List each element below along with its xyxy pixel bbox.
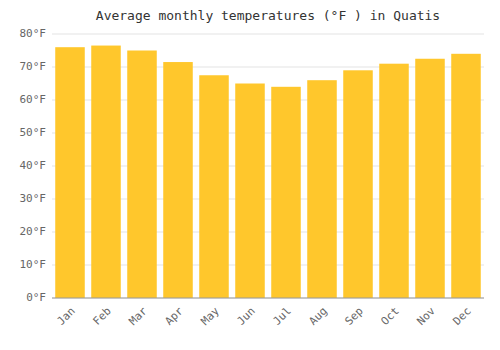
x-axis: Jan Feb Mar Apr May Jun Jul Aug Sep Oct Nov Dec (52, 298, 484, 328)
y-axis: 0°F 10°F 20°F 30°F 40°F 50°F 60°F 70°F 80°F (20, 27, 47, 304)
x-tick-label: Aug (307, 305, 330, 328)
chart-svg: 0°F 10°F 20°F 30°F 40°F 50°F 60°F 70°F 80°F Jan Fe… (0, 0, 500, 350)
x-tick-label: Mar (127, 304, 151, 328)
grid (52, 34, 484, 298)
bar (235, 84, 265, 299)
bar (55, 47, 85, 298)
title: Average monthly temperatures (°F ) in Qu… (96, 8, 440, 23)
x-tick-label: Sep (343, 305, 366, 328)
y-tick-label: 40°F (20, 159, 47, 172)
bar (91, 46, 121, 298)
bar (199, 75, 229, 298)
grid-line (52, 34, 484, 35)
bars (55, 46, 481, 298)
y-tick-label: 70°F (20, 60, 47, 73)
x-tick-label: May (199, 304, 223, 328)
x-tick-label: Jan (55, 305, 78, 328)
x-tick-label: Jun (235, 305, 258, 328)
y-tick-label: 0°F (26, 291, 46, 304)
bar (343, 70, 373, 298)
y-tick-label: 20°F (20, 225, 47, 238)
x-tick-label: Jul (271, 305, 294, 328)
x-tick-label: Apr (163, 304, 187, 328)
x-tick-label: Oct (379, 305, 402, 328)
bar (415, 59, 445, 298)
chart-container: 0°F 10°F 20°F 30°F 40°F 50°F 60°F 70°F 80°F Jan Fe… (0, 0, 500, 350)
bar (163, 62, 193, 298)
bar (127, 51, 157, 299)
bar (379, 64, 409, 298)
bar (271, 87, 301, 298)
bar (451, 54, 481, 298)
x-tick-label: Feb (91, 305, 114, 328)
y-tick-label: 10°F (20, 258, 47, 271)
x-tick-label: Dec (451, 305, 474, 328)
bar (307, 80, 337, 298)
y-tick-label: 50°F (20, 126, 47, 139)
y-tick-label: 30°F (20, 192, 47, 205)
grid-line (52, 298, 484, 299)
x-tick-label: Nov (415, 304, 439, 328)
y-tick-label: 80°F (20, 27, 47, 40)
x-axis-line (52, 298, 484, 299)
y-tick-label: 60°F (20, 93, 47, 106)
